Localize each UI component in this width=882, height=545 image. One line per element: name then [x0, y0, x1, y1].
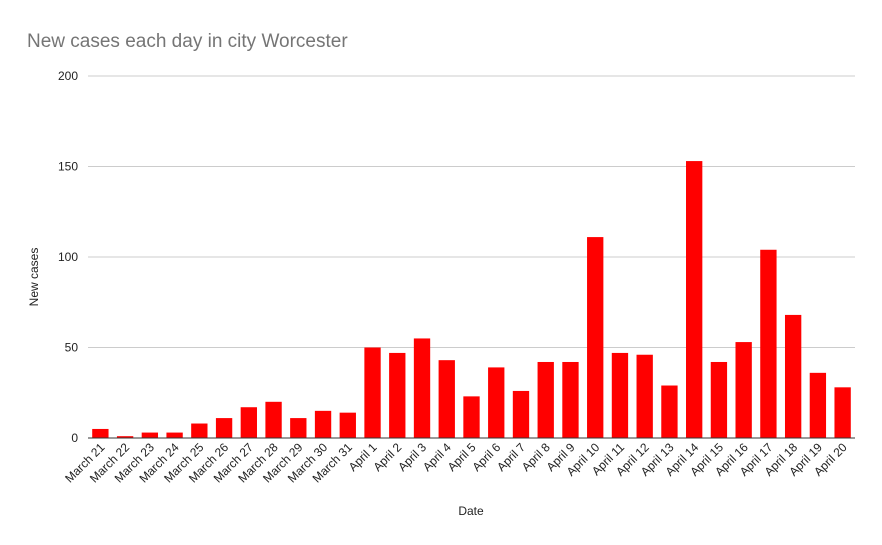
bar [562, 361, 579, 438]
bar [463, 396, 480, 438]
bar [834, 387, 851, 438]
y-tick-label: 50 [65, 341, 79, 355]
bar [265, 401, 282, 438]
bar [512, 390, 530, 438]
bar [389, 352, 406, 438]
bar [611, 352, 629, 438]
bar [92, 428, 109, 438]
bar [191, 423, 208, 438]
y-axis-title: New cases [27, 248, 41, 307]
bar [809, 372, 827, 438]
y-tick-label: 100 [58, 250, 78, 264]
y-tick-label: 0 [71, 431, 78, 445]
bar [488, 367, 505, 438]
bar [784, 314, 802, 438]
bar [537, 361, 554, 438]
y-tick-label: 200 [58, 69, 78, 83]
bar [339, 412, 356, 438]
chart-title: New cases each day in city Worcester [27, 31, 348, 52]
bar [661, 385, 678, 438]
bar [686, 161, 703, 438]
bar [141, 432, 159, 438]
bar [413, 338, 431, 438]
y-tick-label: 150 [58, 160, 78, 174]
x-axis-title: Date [458, 504, 484, 518]
bar [735, 342, 752, 438]
bar [290, 418, 307, 438]
bar [710, 361, 728, 438]
y-axis-ticks: 0 50 100 150 200 [58, 69, 78, 445]
bar [166, 432, 183, 438]
bar [364, 347, 381, 438]
bar [240, 407, 257, 438]
bars [92, 161, 851, 438]
bar [438, 360, 455, 438]
gridlines [88, 75, 855, 348]
bar [314, 410, 332, 438]
bar [116, 436, 134, 438]
bar [215, 418, 233, 438]
bar [636, 354, 653, 438]
bar [587, 237, 604, 438]
bar [760, 249, 777, 438]
